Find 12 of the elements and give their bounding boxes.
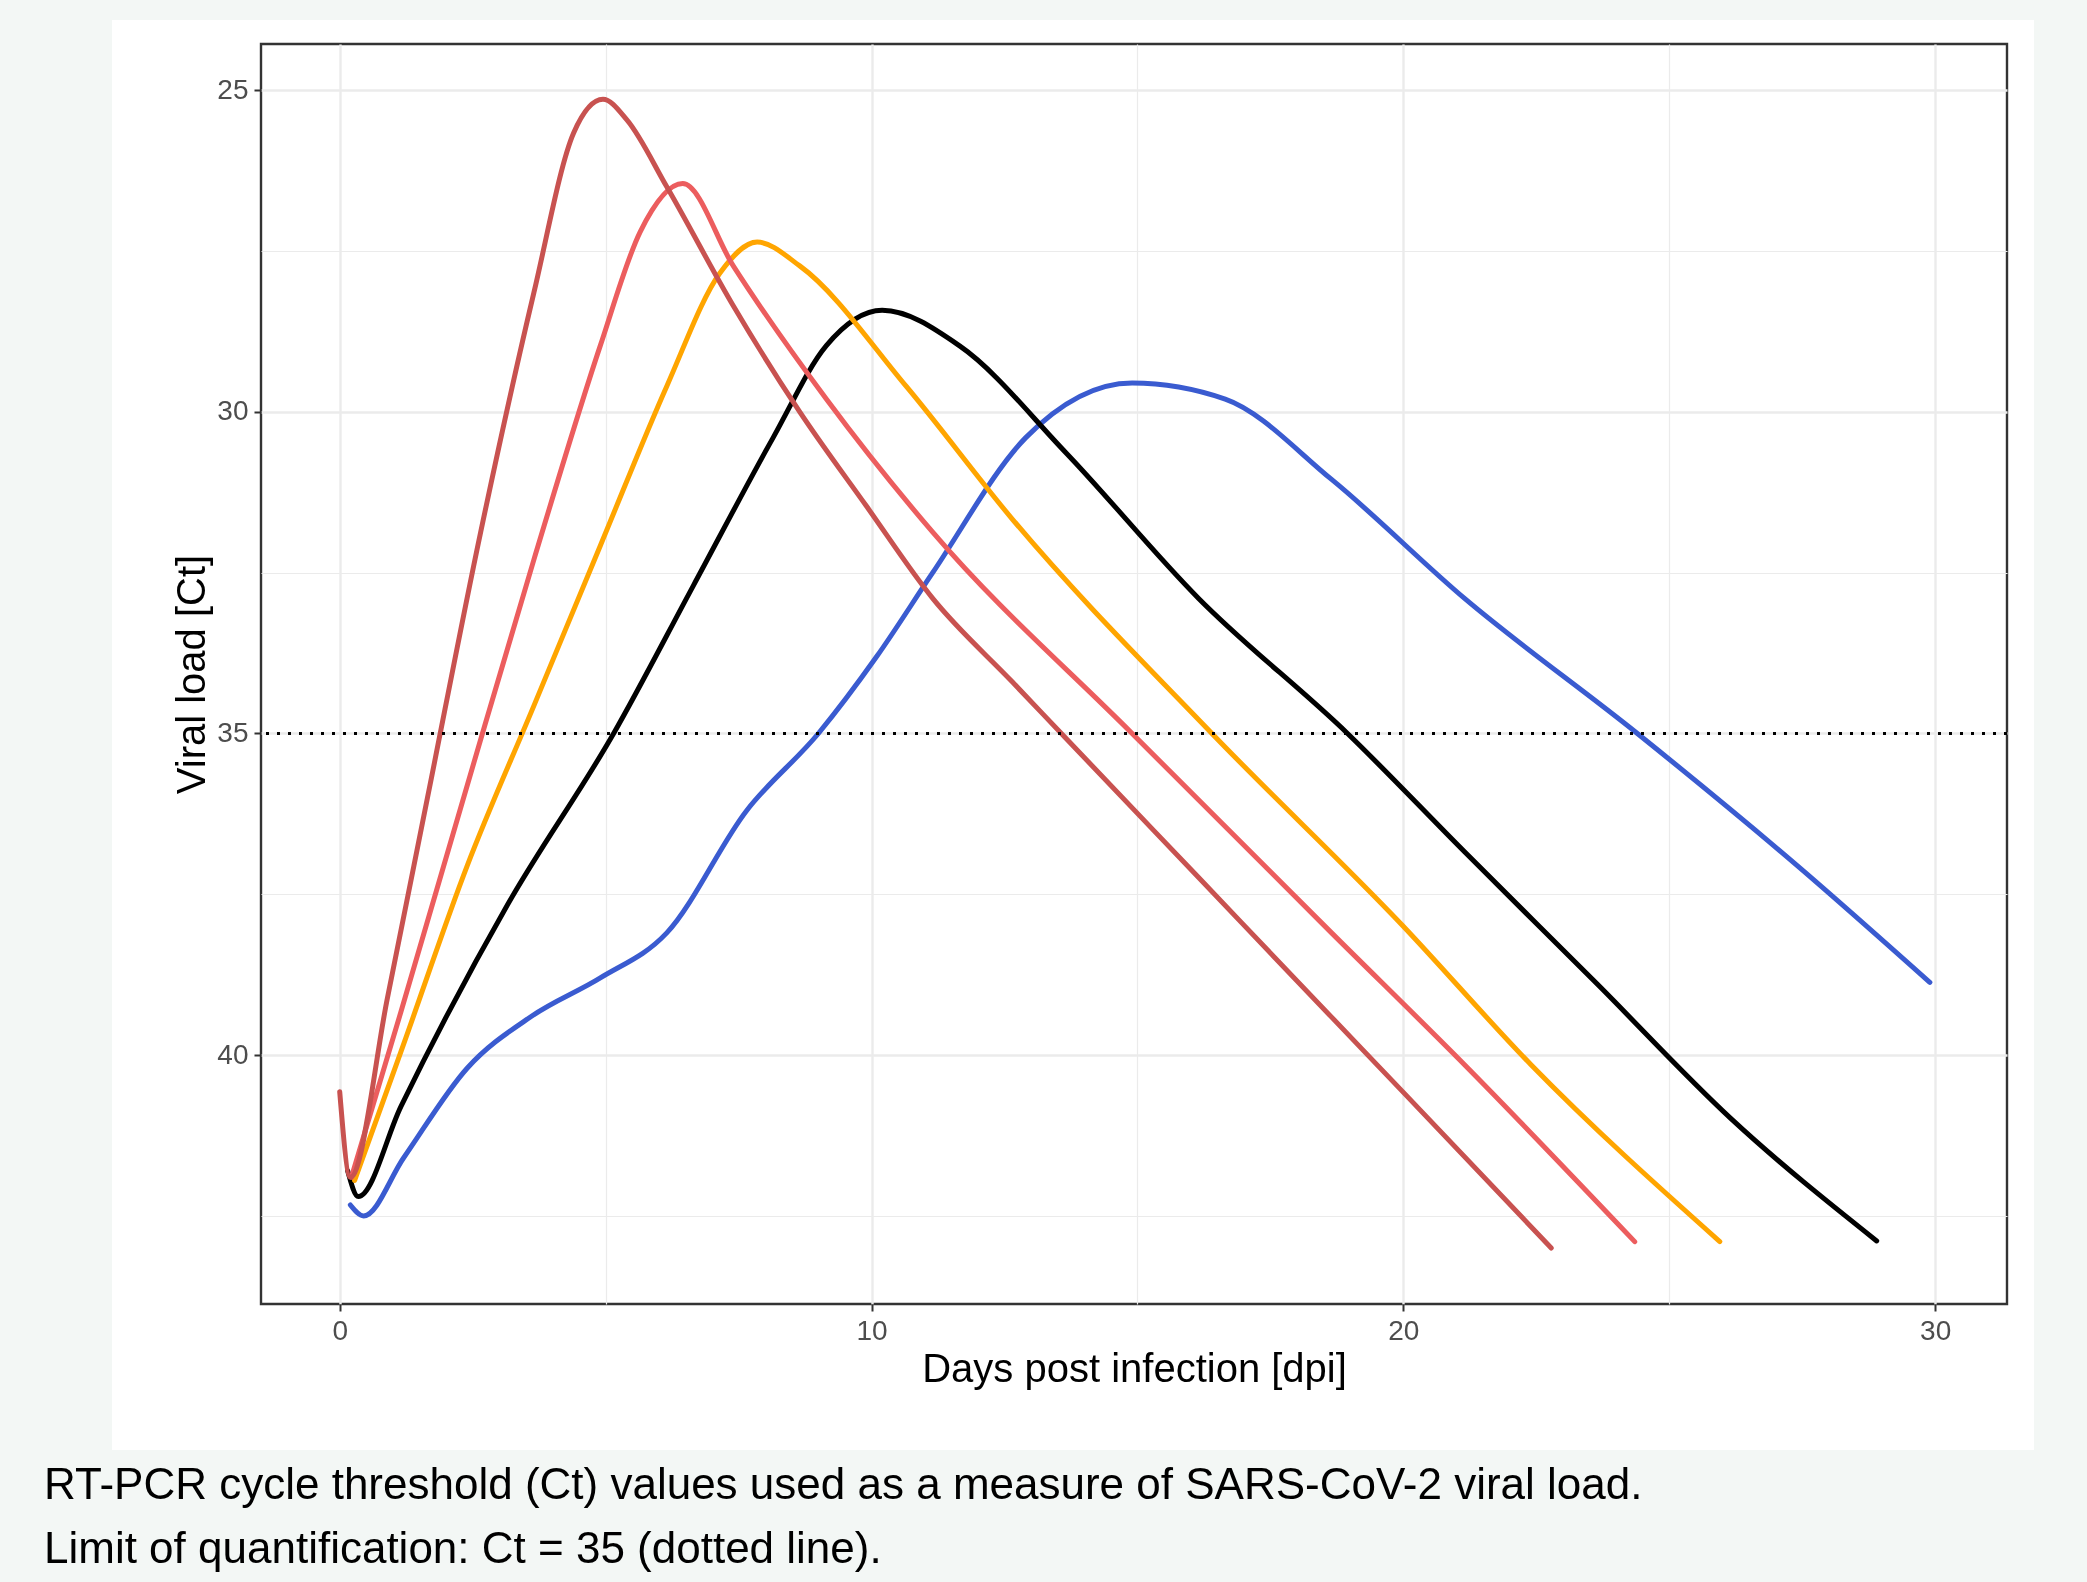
x-tick-label: 30 — [1920, 1314, 1952, 1346]
y-tick-label: 35 — [217, 716, 249, 748]
y-tick-label: 40 — [217, 1038, 249, 1070]
y-tick-label: 30 — [217, 395, 249, 427]
y-tick-label: 25 — [217, 73, 249, 105]
x-tick-label: 10 — [856, 1314, 888, 1346]
x-axis-title: Days post infection [dpi] — [922, 1345, 1347, 1390]
text: RT-PCR cycle threshold (Ct) values used as a measure of SARS-CoV-2 viral load. — [44, 1458, 1643, 1510]
text: Limit of quantification: Ct = 35 (dotted line). — [44, 1522, 883, 1574]
x-tick-label: 20 — [1388, 1314, 1420, 1346]
x-tick-label: 0 — [332, 1314, 348, 1346]
y-axis-title: Viral load [Ct] — [169, 554, 214, 795]
